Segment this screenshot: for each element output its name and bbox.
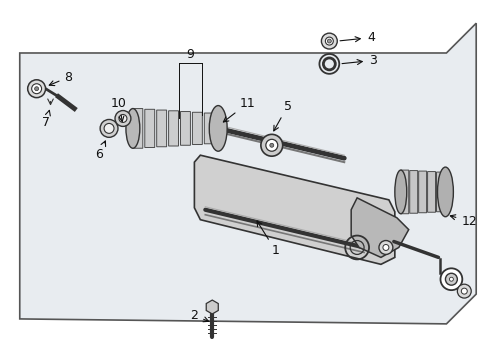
Text: 7: 7: [42, 110, 50, 129]
Polygon shape: [195, 155, 395, 264]
Polygon shape: [206, 300, 218, 314]
FancyBboxPatch shape: [180, 112, 191, 145]
Circle shape: [266, 139, 278, 151]
FancyBboxPatch shape: [428, 172, 436, 212]
Ellipse shape: [395, 170, 407, 214]
Text: 8: 8: [49, 71, 73, 86]
Text: 10: 10: [111, 96, 127, 121]
FancyBboxPatch shape: [410, 171, 417, 213]
Text: 9: 9: [187, 49, 195, 62]
Circle shape: [445, 273, 457, 285]
Circle shape: [115, 111, 131, 126]
Circle shape: [119, 114, 127, 122]
Ellipse shape: [209, 105, 227, 151]
Circle shape: [461, 288, 467, 294]
Circle shape: [457, 284, 471, 298]
Polygon shape: [20, 23, 476, 324]
Text: 4: 4: [340, 31, 375, 44]
Text: 2: 2: [191, 309, 209, 322]
FancyBboxPatch shape: [169, 111, 178, 146]
Circle shape: [35, 87, 39, 91]
Circle shape: [327, 39, 331, 43]
Circle shape: [104, 123, 114, 133]
Circle shape: [449, 277, 453, 281]
Circle shape: [325, 37, 333, 45]
Text: 6: 6: [95, 141, 105, 161]
Ellipse shape: [126, 109, 140, 148]
Circle shape: [379, 240, 393, 255]
Circle shape: [321, 33, 337, 49]
Circle shape: [100, 120, 118, 137]
Circle shape: [270, 143, 274, 147]
FancyBboxPatch shape: [145, 109, 155, 148]
FancyBboxPatch shape: [133, 109, 143, 148]
Text: 3: 3: [342, 54, 377, 67]
Text: 11: 11: [223, 96, 256, 122]
Circle shape: [28, 80, 46, 98]
Circle shape: [261, 134, 283, 156]
FancyBboxPatch shape: [401, 170, 409, 214]
Ellipse shape: [438, 167, 453, 217]
FancyBboxPatch shape: [437, 172, 444, 212]
Polygon shape: [351, 198, 409, 257]
Text: 1: 1: [257, 221, 280, 257]
FancyBboxPatch shape: [418, 171, 427, 213]
FancyBboxPatch shape: [204, 113, 214, 144]
Circle shape: [383, 244, 389, 251]
FancyBboxPatch shape: [157, 110, 167, 147]
Circle shape: [441, 268, 462, 290]
Circle shape: [32, 84, 42, 94]
FancyBboxPatch shape: [193, 112, 202, 144]
Text: 5: 5: [274, 100, 292, 131]
Text: 12: 12: [450, 215, 477, 228]
